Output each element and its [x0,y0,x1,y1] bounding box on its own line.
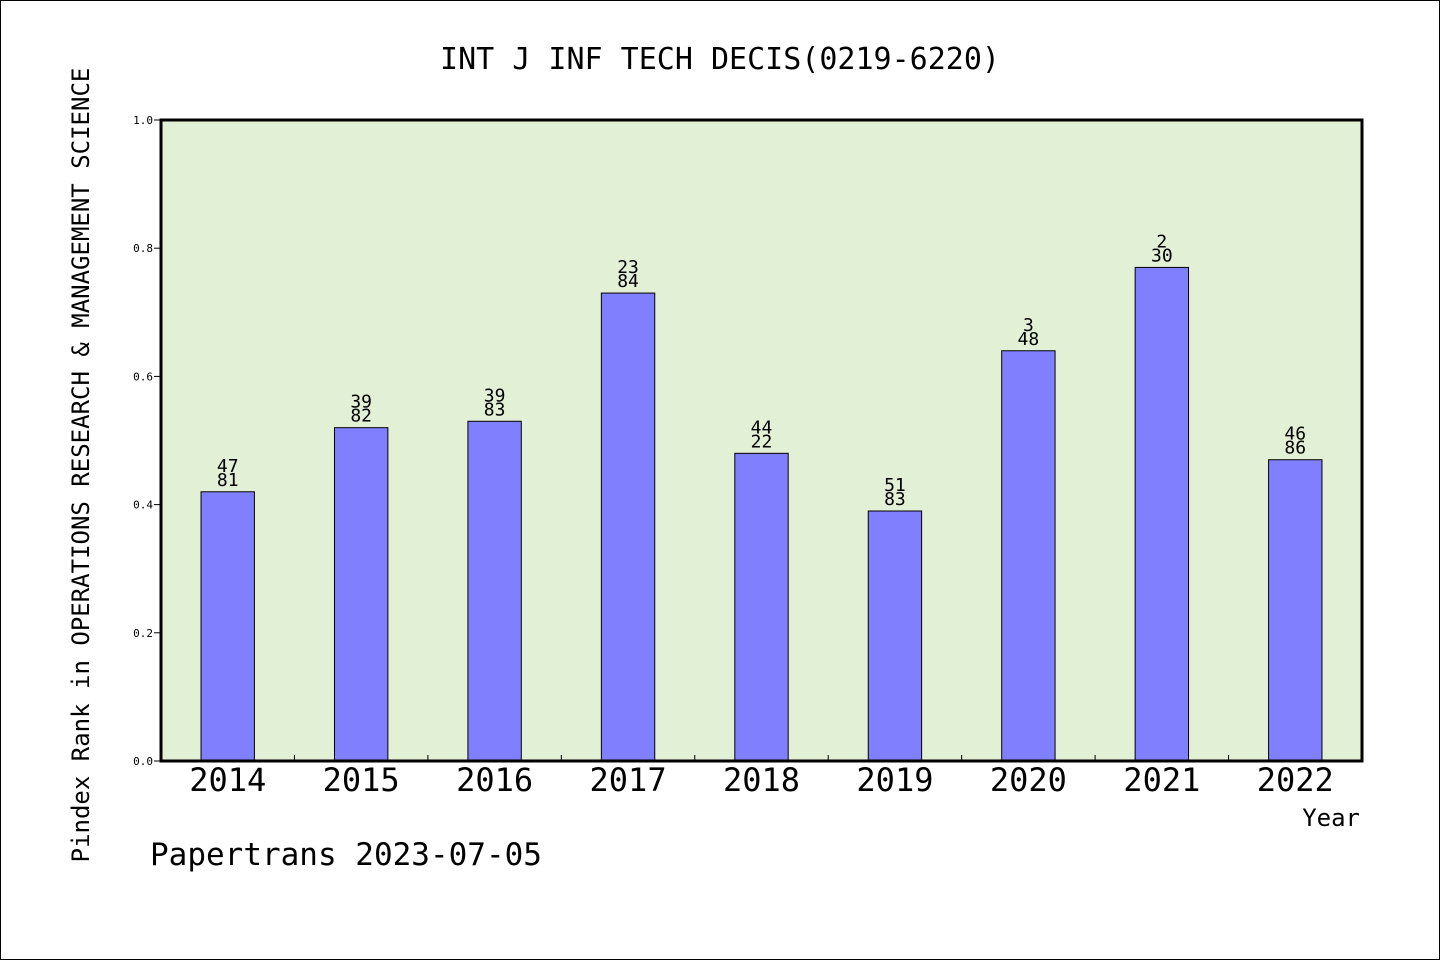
y-ticks-group: 0.0 0.2 0.4 0.6 0.8 1.0 [133,114,161,768]
bar-2022 [1268,459,1323,762]
bar-2019 [867,510,923,762]
y-tick-label: 0.0 [133,755,153,768]
bar-label-top-2021: 2 [1156,231,1167,252]
bar-2015 [333,427,389,762]
bar-2016 [467,420,522,762]
plot-border [159,118,1364,763]
x-tick-label-2014: 2014 [189,761,266,799]
y-tick-label: 0.8 [133,242,153,255]
bar-2017 [600,292,656,762]
footer-credit: Papertrans 2023-07-05 [150,837,542,873]
bar-2020 [1001,350,1056,762]
y-tick-label: 0.4 [133,499,153,512]
bar-2018 [734,452,789,762]
bars-group [200,266,1323,762]
y-tick-label: 0.2 [133,627,153,640]
bar-label-bottom-2017: 84 [617,271,639,292]
bar-2014 [200,491,255,762]
bar-label-bottom-2018: 22 [751,431,773,452]
x-tick-label-2021: 2021 [1123,761,1200,799]
x-ticks-group: 2014 2015 2016 2017 2018 2019 2020 2021 2022 [189,755,1334,799]
chart-title: INT J INF TECH DECIS(0219-6220) [440,42,1000,77]
bar-label-bottom-2019: 83 [884,489,906,510]
x-tick-label-2020: 2020 [990,761,1067,799]
bar-label-top-2022: 46 [1284,424,1306,445]
bar-label-bottom-2021: 30 [1151,245,1173,266]
bar-label-top-2018: 44 [751,417,773,438]
bar-label-top-2019: 51 [884,475,906,496]
bar-label-top-2014: 47 [217,456,239,477]
x-tick-label-2019: 2019 [856,761,933,799]
bar-label-bottom-2020: 48 [1018,329,1040,350]
x-tick-label-2017: 2017 [590,761,667,799]
x-tick-label-2018: 2018 [723,761,800,799]
bar-label-top-2017: 23 [617,257,639,278]
bar-label-bottom-2014: 81 [217,470,239,491]
x-tick-label-2016: 2016 [456,761,533,799]
y-axis-label: Pindex Rank in OPERATIONS RESEARCH & MAN… [67,68,95,863]
bar-label-top-2016: 39 [484,385,506,406]
bar-label-top-2020: 3 [1023,315,1034,336]
bar-label-bottom-2015: 82 [350,406,372,427]
y-tick-label: 0.6 [133,370,153,383]
bar-label-bottom-2022: 86 [1284,438,1306,459]
x-tick-label-2022: 2022 [1257,761,1334,799]
x-tick-label-2015: 2015 [323,761,400,799]
bar-label-bottom-2016: 83 [484,399,506,420]
x-axis-label: Year [1302,804,1360,832]
y-tick-label: 1.0 [133,114,153,127]
bar-2021 [1134,266,1190,762]
bar-label-top-2015: 39 [350,392,372,413]
